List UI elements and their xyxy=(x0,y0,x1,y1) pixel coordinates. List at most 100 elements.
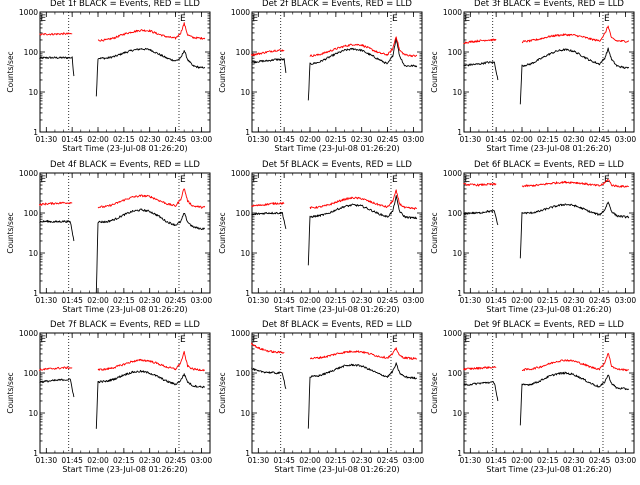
x-tick-label: 02:00 xyxy=(299,456,321,465)
chart-title: Det 1f BLACK = Events, RED = LLD xyxy=(50,0,200,9)
marker-label: E xyxy=(252,175,258,185)
marker-label: E xyxy=(40,175,46,185)
y-tick-label: 100 xyxy=(24,209,39,218)
plot-frame xyxy=(251,332,423,454)
chart-title: Det 7f BLACK = Events, RED = LLD xyxy=(50,320,200,330)
x-tick-label: 03:00 xyxy=(615,135,637,144)
y-tick-label: 100 xyxy=(236,369,251,378)
plot-frame xyxy=(39,11,211,133)
lld-series-line xyxy=(521,179,629,188)
x-tick-label: 03:00 xyxy=(191,456,213,465)
y-axis-label: Counts/sec xyxy=(430,212,439,253)
x-tick-label: 02:30 xyxy=(563,456,585,465)
y-tick-label: 1000 xyxy=(443,8,462,17)
chart-panel: Det 7f BLACK = Events, RED = LLD 1 10 100 10… xyxy=(6,320,212,474)
y-axis-label: Counts/sec xyxy=(6,212,15,253)
y-tick-label: 1000 xyxy=(443,329,462,338)
y-tick-label: 100 xyxy=(24,48,39,57)
marker-label: E xyxy=(604,14,610,24)
x-tick-label: 02:45 xyxy=(377,296,399,305)
x-tick-label: 02:15 xyxy=(113,135,135,144)
y-tick-label: 100 xyxy=(448,369,463,378)
marker-label: E xyxy=(604,335,610,345)
lld-series-line xyxy=(521,25,630,44)
y-tick-label: 1000 xyxy=(443,169,462,178)
events-series-line xyxy=(463,381,499,402)
lld-series-line xyxy=(39,32,73,36)
lld-series-line xyxy=(463,366,497,371)
chart-title: Det 6f BLACK = Events, RED = LLD xyxy=(474,160,624,170)
x-tick-label: 02:45 xyxy=(589,296,611,305)
x-tick-label: 02:30 xyxy=(351,296,373,305)
x-tick-label: 02:45 xyxy=(589,135,611,144)
x-tick-label: 01:45 xyxy=(61,296,83,305)
marker-label: E xyxy=(40,335,46,345)
y-tick-label: 10 xyxy=(240,409,250,418)
y-axis-label: Counts/sec xyxy=(6,51,15,92)
events-series-line xyxy=(463,61,499,81)
y-tick-label: 1 xyxy=(33,449,38,458)
x-tick-label: 02:15 xyxy=(537,296,559,305)
events-series-line xyxy=(251,211,287,230)
events-series-line xyxy=(519,371,630,426)
x-tick-label: 02:15 xyxy=(113,296,135,305)
x-tick-label: 03:00 xyxy=(191,296,213,305)
lld-series-line xyxy=(463,38,497,45)
events-series-line xyxy=(307,38,418,101)
x-tick-label: 02:00 xyxy=(511,135,533,144)
x-axis-label: Start Time (23-Jul-08 01:26:20) xyxy=(62,305,187,314)
chart-panel: Det 2f BLACK = Events, RED = LLD 1 10 100 10… xyxy=(218,0,424,153)
x-tick-label: 03:00 xyxy=(615,296,637,305)
y-tick-label: 1000 xyxy=(231,169,250,178)
x-tick-label: 02:00 xyxy=(87,456,109,465)
marker-label: E xyxy=(392,14,398,24)
plot-frame xyxy=(251,11,423,133)
y-axis-label: Counts/sec xyxy=(218,51,227,92)
x-tick-label: 02:00 xyxy=(299,296,321,305)
x-tick-label: 01:30 xyxy=(36,456,58,465)
x-tick-label: 01:30 xyxy=(460,135,482,144)
plot-frame xyxy=(39,172,211,294)
y-tick-label: 1 xyxy=(245,289,250,298)
x-tick-label: 03:00 xyxy=(403,456,425,465)
lld-series-line xyxy=(251,201,285,207)
x-tick-label: 02:30 xyxy=(139,296,161,305)
y-tick-label: 1000 xyxy=(19,329,38,338)
y-tick-label: 1 xyxy=(457,128,462,137)
chart-panel: Det 3f BLACK = Events, RED = LLD 1 10 100 10… xyxy=(430,0,636,153)
x-tick-label: 01:30 xyxy=(248,296,270,305)
y-tick-label: 1 xyxy=(457,289,462,298)
lld-series-line xyxy=(97,188,206,209)
y-tick-label: 1000 xyxy=(231,329,250,338)
x-tick-label: 02:45 xyxy=(165,135,187,144)
chart-title: Det 5f BLACK = Events, RED = LLD xyxy=(262,160,412,170)
y-tick-label: 10 xyxy=(28,88,38,97)
lld-series-line xyxy=(97,22,206,42)
chart-title: Det 9f BLACK = Events, RED = LLD xyxy=(474,320,624,330)
y-tick-label: 10 xyxy=(240,249,250,258)
x-tick-label: 02:45 xyxy=(165,456,187,465)
y-tick-label: 10 xyxy=(452,409,462,418)
marker-label: E xyxy=(252,14,258,24)
x-tick-label: 01:30 xyxy=(460,296,482,305)
x-axis-label: Start Time (23-Jul-08 01:26:20) xyxy=(62,465,187,474)
marker-label: E xyxy=(392,175,398,185)
x-tick-label: 01:45 xyxy=(61,135,83,144)
marker-label: E xyxy=(180,14,186,24)
events-series-line xyxy=(307,195,418,266)
x-tick-label: 01:30 xyxy=(36,296,58,305)
x-tick-label: 02:30 xyxy=(139,135,161,144)
events-series-line xyxy=(251,367,287,390)
x-tick-label: 02:00 xyxy=(511,296,533,305)
chart-panel: Det 9f BLACK = Events, RED = LLD 1 10 100 10… xyxy=(430,320,636,474)
lld-series-line xyxy=(250,49,285,57)
x-axis-label: Start Time (23-Jul-08 01:26:20) xyxy=(274,305,399,314)
chart-panel: Det 8f BLACK = Events, RED = LLD 1 10 100 10… xyxy=(218,320,424,474)
y-tick-label: 100 xyxy=(236,48,251,57)
y-tick-label: 1 xyxy=(33,128,38,137)
y-tick-label: 10 xyxy=(452,249,462,258)
x-tick-label: 01:30 xyxy=(36,135,58,144)
x-tick-label: 01:45 xyxy=(273,135,295,144)
x-tick-label: 02:00 xyxy=(299,135,321,144)
